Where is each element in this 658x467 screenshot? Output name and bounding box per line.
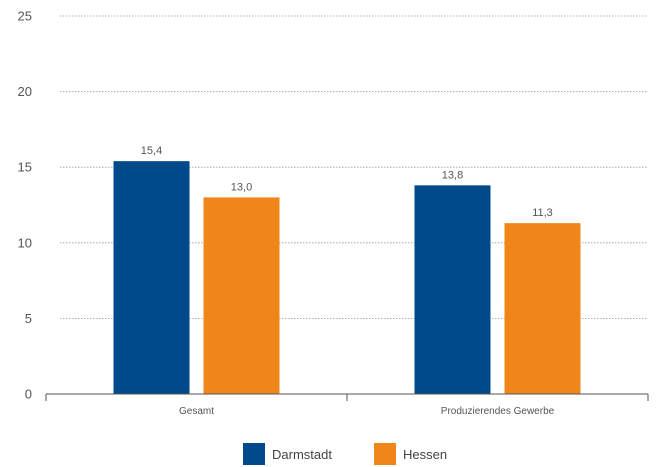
legend-swatch — [374, 443, 396, 465]
x-axis: Gesamt Produzierendes Gewerbe — [45, 393, 649, 417]
bar — [113, 161, 190, 394]
legend-swatch — [243, 443, 265, 465]
data-labels: 15,4 13,0 13,8 11,3 — [141, 145, 553, 219]
bars — [113, 161, 581, 394]
data-label: 13,8 — [442, 169, 463, 181]
legend-label: Hessen — [403, 447, 447, 462]
y-tick-label: 5 — [25, 311, 32, 326]
bar — [414, 185, 491, 394]
y-tick-label: 0 — [25, 387, 32, 402]
legend-label: Darmstadt — [272, 447, 332, 462]
data-label: 15,4 — [141, 145, 162, 157]
y-tick-label: 15 — [18, 160, 32, 175]
y-tick-label: 25 — [18, 9, 32, 24]
x-category-label: Gesamt — [179, 406, 214, 417]
bar — [203, 197, 280, 394]
data-label: 11,3 — [532, 207, 553, 219]
y-tick-label: 10 — [18, 235, 32, 250]
y-tick-label: 20 — [18, 84, 32, 99]
bar — [504, 223, 581, 394]
x-category-label: Produzierendes Gewerbe — [441, 406, 555, 417]
y-axis-ticks: 0 5 10 15 20 25 — [18, 9, 32, 402]
data-label: 13,0 — [231, 181, 252, 193]
legend: Darmstadt Hessen — [243, 443, 447, 465]
